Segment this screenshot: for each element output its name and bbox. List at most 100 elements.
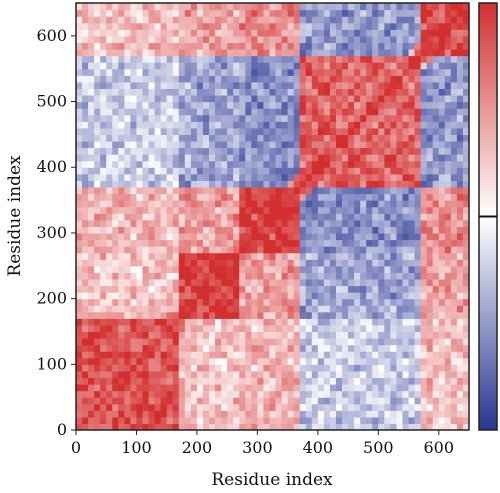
heatmap-cell [456,239,464,247]
heatmap-cell [178,403,186,411]
heatmap-cell [293,81,301,89]
heatmap-cell [100,232,107,241]
heatmap-cell [209,75,216,83]
heatmap-cell [450,173,458,181]
heatmap-cell [444,272,452,280]
heatmap-cell [76,29,83,37]
heatmap-cell [184,344,192,352]
heatmap-cell [335,81,343,89]
heatmap-cell [293,173,301,181]
heatmap-cell [124,68,132,76]
heatmap-cell [396,147,404,155]
heatmap-cell [281,3,289,11]
heatmap-cell [384,272,391,280]
heatmap-cell [420,278,428,287]
heatmap-cell [88,173,95,181]
heatmap-cell [438,423,446,430]
heatmap-cell [160,390,168,398]
heatmap-cell [311,213,319,221]
heatmap-cell [154,167,162,175]
heatmap-cell [100,42,107,50]
heatmap-cell [148,55,156,63]
heatmap-cell [311,377,319,385]
heatmap-cell [420,160,428,168]
heatmap-cell [154,226,162,234]
heatmap-cell [233,186,240,195]
heatmap-cell [124,62,132,70]
heatmap-cell [269,134,277,142]
heatmap-cell [444,397,452,405]
heatmap-cell [269,16,277,24]
heatmap-cell [100,81,107,89]
heatmap-cell [166,377,174,385]
heatmap-cell [293,121,301,129]
heatmap-cell [239,101,246,109]
heatmap-cell [239,62,246,70]
heatmap-cell [450,134,458,142]
heatmap-cell [360,384,367,392]
heatmap-cell [372,108,379,116]
heatmap-cell [215,42,222,50]
heatmap-cell [299,193,307,201]
heatmap-cell [263,147,271,155]
heatmap-cell [263,75,271,83]
heatmap-cell [245,351,252,359]
heatmap-cell [384,370,391,379]
heatmap-cell [202,101,210,109]
heatmap-cell [190,180,198,188]
heatmap-cell [281,121,289,129]
heatmap-cell [305,390,313,398]
heatmap-cell [438,140,446,149]
heatmap-cell [275,42,283,50]
heatmap-cell [215,311,222,319]
heatmap-cell [124,423,132,430]
heatmap-cell [450,88,458,96]
heatmap-cell [190,318,198,326]
heatmap-cell [299,127,307,135]
heatmap-cell [94,390,101,398]
heatmap-cell [456,357,464,365]
heatmap-cell [305,344,313,352]
heatmap-cell [390,246,398,254]
heatmap-cell [178,134,186,142]
heatmap-cell [390,298,398,306]
heatmap-cell [414,62,422,70]
heatmap-cell [438,213,446,221]
heatmap-cell [366,186,373,195]
heatmap-cell [112,324,119,333]
heatmap-cell [293,377,301,385]
heatmap-cell [390,160,398,168]
heatmap-cell [329,167,337,175]
heatmap-cell [275,285,283,293]
heatmap-cell [462,160,469,168]
heatmap-cell [184,3,192,11]
heatmap-cell [402,410,410,418]
heatmap-cell [257,186,265,195]
heatmap-cell [444,278,452,287]
heatmap-cell [372,213,379,221]
heatmap-cell [196,134,204,142]
heatmap-cell [221,324,228,333]
heatmap-cell [112,298,119,306]
heatmap-cell [456,272,464,280]
heatmap-cell [251,9,258,17]
heatmap-cell [329,416,337,425]
heatmap-cell [196,226,204,234]
heatmap-cell [432,180,440,188]
heatmap-cell [317,62,325,70]
heatmap-cell [408,48,416,57]
heatmap-cell [396,364,404,372]
heatmap-cell [172,232,180,241]
heatmap-cell [372,377,379,385]
heatmap-cell [281,298,289,306]
heatmap-cell [329,42,337,50]
heatmap-cell [293,278,301,287]
heatmap-cell [462,311,469,319]
heatmap-cell [263,423,271,430]
heatmap-cell [414,75,422,83]
heatmap-cell [130,48,138,57]
heatmap-cell [160,147,168,155]
heatmap-cell [275,278,283,287]
heatmap-cell [269,351,277,359]
heatmap-cell [335,377,343,385]
